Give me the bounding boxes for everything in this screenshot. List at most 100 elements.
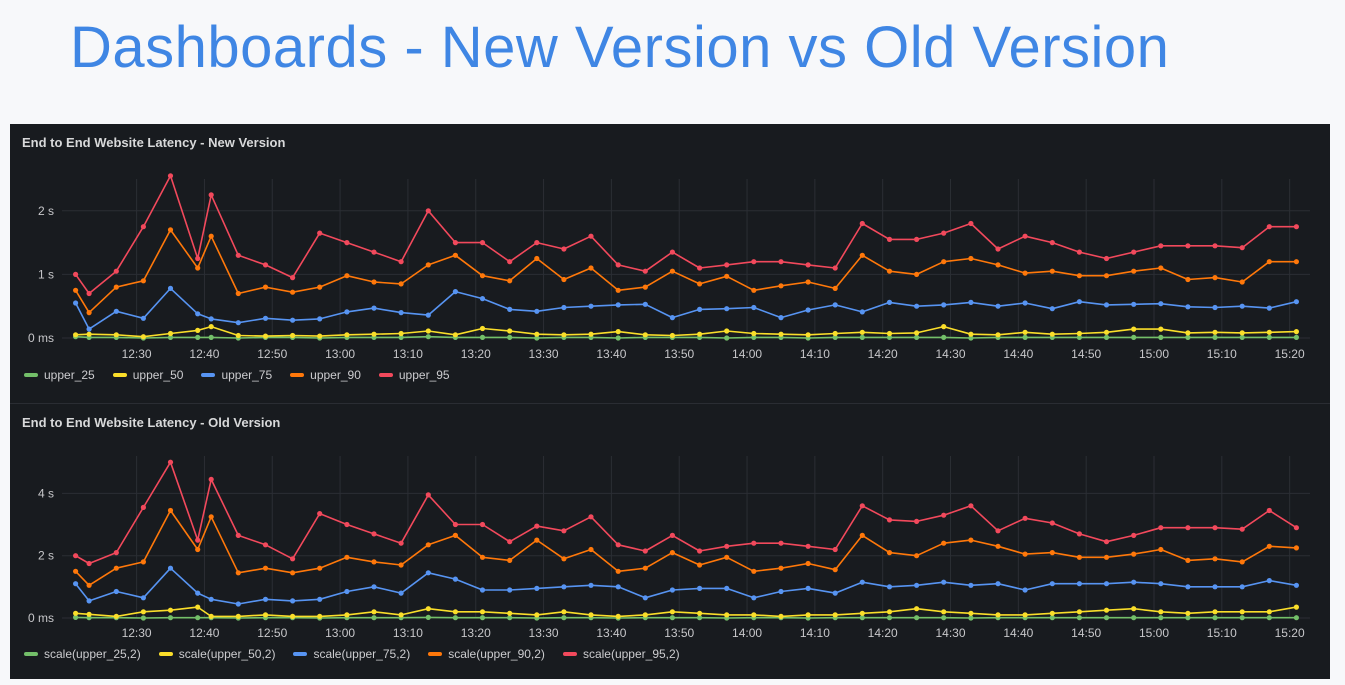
data-point[interactable] xyxy=(1185,334,1191,340)
data-point[interactable] xyxy=(778,565,784,571)
data-point[interactable] xyxy=(859,220,865,227)
data-point[interactable] xyxy=(778,331,784,337)
data-point[interactable] xyxy=(371,584,377,590)
data-point[interactable] xyxy=(805,279,811,285)
data-point[interactable] xyxy=(995,262,1001,268)
data-point[interactable] xyxy=(262,565,269,571)
legend-item[interactable]: upper_25 xyxy=(24,368,95,382)
data-point[interactable] xyxy=(425,262,431,268)
data-point[interactable] xyxy=(968,615,974,621)
data-point[interactable] xyxy=(317,284,323,290)
data-point[interactable] xyxy=(669,550,676,556)
data-point[interactable] xyxy=(425,606,431,612)
data-point[interactable] xyxy=(317,511,323,517)
data-point[interactable] xyxy=(290,613,296,619)
data-point[interactable] xyxy=(1049,306,1055,312)
data-point[interactable] xyxy=(1185,304,1191,310)
data-point[interactable] xyxy=(1049,520,1055,526)
data-point[interactable] xyxy=(262,333,269,339)
data-point[interactable] xyxy=(995,246,1001,252)
data-point[interactable] xyxy=(167,459,174,465)
data-point[interactable] xyxy=(113,565,119,571)
data-point[interactable] xyxy=(1266,224,1272,230)
data-point[interactable] xyxy=(669,587,676,593)
data-point[interactable] xyxy=(751,568,757,574)
data-point[interactable] xyxy=(479,273,486,279)
data-point[interactable] xyxy=(371,331,377,337)
data-point[interactable] xyxy=(1239,609,1245,615)
data-point[interactable] xyxy=(73,581,79,587)
data-point[interactable] xyxy=(859,615,865,621)
legend-item[interactable]: upper_90 xyxy=(290,368,361,382)
data-point[interactable] xyxy=(1076,554,1082,560)
data-point[interactable] xyxy=(697,548,703,554)
data-point[interactable] xyxy=(1293,334,1299,340)
data-point[interactable] xyxy=(167,227,174,233)
data-point[interactable] xyxy=(86,560,92,567)
legend-item[interactable]: scale(upper_95,2) xyxy=(562,647,680,661)
data-point[interactable] xyxy=(86,582,92,588)
data-point[interactable] xyxy=(642,284,648,290)
data-point[interactable] xyxy=(317,613,323,619)
data-point[interactable] xyxy=(479,554,486,560)
data-point[interactable] xyxy=(697,331,703,337)
data-point[interactable] xyxy=(941,324,947,330)
data-point[interactable] xyxy=(941,609,947,615)
data-point[interactable] xyxy=(113,308,119,314)
data-point[interactable] xyxy=(1239,303,1245,309)
data-point[interactable] xyxy=(1212,615,1218,621)
data-point[interactable] xyxy=(1103,607,1110,613)
data-point[interactable] xyxy=(615,613,621,619)
data-point[interactable] xyxy=(588,546,594,553)
data-point[interactable] xyxy=(941,540,947,546)
data-point[interactable] xyxy=(941,259,947,265)
data-point[interactable] xyxy=(561,615,567,621)
data-point[interactable] xyxy=(507,539,513,545)
data-point[interactable] xyxy=(208,324,214,330)
data-point[interactable] xyxy=(140,315,146,321)
data-point[interactable] xyxy=(452,615,458,621)
data-point[interactable] xyxy=(805,585,811,591)
data-point[interactable] xyxy=(452,252,458,258)
data-point[interactable] xyxy=(832,612,838,618)
data-point[interactable] xyxy=(995,332,1001,338)
data-point[interactable] xyxy=(1103,554,1110,560)
data-point[interactable] xyxy=(195,537,201,543)
data-point[interactable] xyxy=(941,512,947,518)
data-point[interactable] xyxy=(1212,525,1218,531)
data-point[interactable] xyxy=(1103,302,1110,308)
data-point[interactable] xyxy=(507,615,513,621)
data-point[interactable] xyxy=(425,328,431,334)
data-point[interactable] xyxy=(140,334,146,340)
data-point[interactable] xyxy=(1103,329,1110,335)
data-point[interactable] xyxy=(290,289,296,295)
data-point[interactable] xyxy=(371,531,377,537)
data-point[interactable] xyxy=(886,615,893,621)
data-point[interactable] xyxy=(941,334,947,340)
data-point[interactable] xyxy=(615,329,621,335)
data-point[interactable] xyxy=(479,325,486,332)
data-point[interactable] xyxy=(195,265,201,271)
data-point[interactable] xyxy=(642,301,648,307)
data-point[interactable] xyxy=(805,307,811,313)
data-point[interactable] xyxy=(534,255,540,262)
data-point[interactable] xyxy=(290,275,296,281)
data-point[interactable] xyxy=(507,334,513,340)
data-point[interactable] xyxy=(113,550,119,556)
data-point[interactable] xyxy=(561,609,567,615)
data-point[interactable] xyxy=(452,532,458,538)
data-point[interactable] xyxy=(588,265,594,271)
data-point[interactable] xyxy=(1212,275,1218,281)
data-point[interactable] xyxy=(452,289,458,295)
data-point[interactable] xyxy=(1293,259,1299,265)
data-point[interactable] xyxy=(507,306,513,312)
data-point[interactable] xyxy=(73,271,79,277)
data-point[interactable] xyxy=(886,268,893,274)
data-point[interactable] xyxy=(968,503,974,509)
data-point[interactable] xyxy=(914,606,920,612)
data-point[interactable] xyxy=(561,556,567,562)
data-point[interactable] xyxy=(1185,243,1191,249)
data-point[interactable] xyxy=(235,320,241,326)
data-point[interactable] xyxy=(914,334,920,340)
data-point[interactable] xyxy=(73,568,79,574)
